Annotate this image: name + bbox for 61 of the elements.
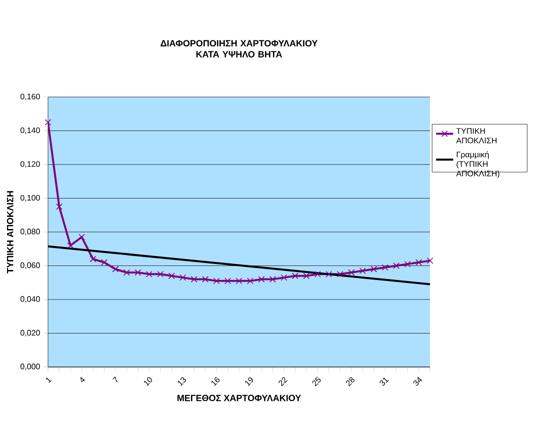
y-tick-label: 0,020 <box>20 330 40 337</box>
x-tick-label: 25 <box>312 376 321 386</box>
point <box>67 242 74 249</box>
y-tick-label: 0,140 <box>20 127 40 134</box>
y-tick-label: 0,080 <box>20 228 40 236</box>
point <box>370 266 378 272</box>
x-tick-label: 13 <box>178 377 186 386</box>
point <box>202 276 209 282</box>
point <box>146 270 152 278</box>
point <box>269 276 276 282</box>
x-tick-label: 31 <box>380 378 389 386</box>
y-axis-title: ΤΥΠΙΚΗ ΑΠΟΚΛΙΣΗ <box>6 191 14 274</box>
point <box>236 278 242 284</box>
point <box>426 257 434 264</box>
x-tick-label: 4 <box>80 376 85 382</box>
point <box>56 203 62 210</box>
y-tick-label: 0,000 <box>20 364 40 370</box>
point <box>168 272 175 280</box>
point <box>258 276 265 282</box>
x-axis-title: ΜΕΓΕΘΟΣ ΧΑΡΤΟΦΥΛΑΚΙΟΥ <box>177 394 301 402</box>
point <box>100 259 108 266</box>
point <box>382 264 388 271</box>
legend-label: Γραμμική (ΤΥΠΙΚΗ ΑΠΟΚΛΙΣΗ) <box>456 151 500 178</box>
point <box>247 278 254 284</box>
point <box>78 234 85 240</box>
legend-label: ΤΥΠΙΚΗ ΑΠΟΚΛΙΣΗ <box>456 128 496 144</box>
point <box>393 262 400 269</box>
point <box>190 276 198 282</box>
x-tick-label: 10 <box>144 377 152 386</box>
point <box>326 270 332 278</box>
point <box>404 260 411 268</box>
point <box>157 270 164 278</box>
point <box>90 256 96 262</box>
y-tick-label: 0,060 <box>20 262 40 270</box>
x-tick-label: 28 <box>346 377 354 386</box>
x-tick-label: 1 <box>46 377 52 383</box>
x-tick-label: 34 <box>413 377 422 386</box>
point <box>292 272 298 280</box>
y-tick-label: 0,120 <box>20 161 40 168</box>
point <box>134 269 142 276</box>
point <box>416 259 422 266</box>
point <box>213 278 220 284</box>
point <box>44 119 52 126</box>
y-tick-label: 0,160 <box>20 94 40 100</box>
x-tick-label: 19 <box>245 377 254 386</box>
point <box>314 270 321 278</box>
point <box>336 270 344 278</box>
point <box>112 266 119 272</box>
point <box>303 272 310 280</box>
x-tick-label: 22 <box>278 377 288 386</box>
y-tick-label: 0,100 <box>20 194 40 202</box>
point <box>123 269 130 276</box>
y-tick-label: 0,040 <box>20 296 40 303</box>
point <box>180 274 186 281</box>
chart-title: ΔΙΑΦΟΡΟΠΟΙΗΣΗ ΧΑΡΤΟΦΥΛΑΚΙΟΥ ΚΑΤΑ ΥΨΗΛΟ ΒΗΤΑ <box>160 40 318 58</box>
point <box>280 274 288 281</box>
point <box>224 278 231 284</box>
x-tick-label: 7 <box>112 376 118 382</box>
point <box>359 268 366 274</box>
point <box>348 269 355 276</box>
x-tick-label: 16 <box>211 377 220 386</box>
